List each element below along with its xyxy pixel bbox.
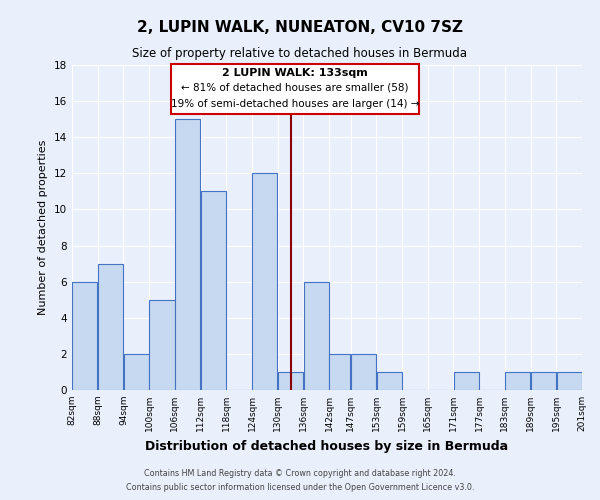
Bar: [329, 354, 350, 390]
Bar: [278, 372, 303, 390]
Text: 2 LUPIN WALK: 133sqm: 2 LUPIN WALK: 133sqm: [222, 68, 368, 78]
Text: 2, LUPIN WALK, NUNEATON, CV10 7SZ: 2, LUPIN WALK, NUNEATON, CV10 7SZ: [137, 20, 463, 35]
X-axis label: Distribution of detached houses by size in Bermuda: Distribution of detached houses by size …: [145, 440, 509, 452]
Bar: [175, 119, 200, 390]
Bar: [149, 300, 175, 390]
Bar: [531, 372, 556, 390]
Text: ← 81% of detached houses are smaller (58): ← 81% of detached houses are smaller (58…: [181, 82, 409, 92]
Bar: [201, 192, 226, 390]
Text: 19% of semi-detached houses are larger (14) →: 19% of semi-detached houses are larger (…: [170, 99, 419, 109]
Bar: [72, 282, 97, 390]
Y-axis label: Number of detached properties: Number of detached properties: [38, 140, 49, 315]
Text: Size of property relative to detached houses in Bermuda: Size of property relative to detached ho…: [133, 48, 467, 60]
Text: Contains public sector information licensed under the Open Government Licence v3: Contains public sector information licen…: [126, 484, 474, 492]
Bar: [170, 64, 419, 114]
Bar: [557, 372, 582, 390]
Text: Contains HM Land Registry data © Crown copyright and database right 2024.: Contains HM Land Registry data © Crown c…: [144, 468, 456, 477]
Bar: [98, 264, 123, 390]
Bar: [252, 174, 277, 390]
Bar: [505, 372, 530, 390]
Bar: [454, 372, 479, 390]
Bar: [304, 282, 329, 390]
Bar: [377, 372, 402, 390]
Bar: [351, 354, 376, 390]
Bar: [124, 354, 149, 390]
